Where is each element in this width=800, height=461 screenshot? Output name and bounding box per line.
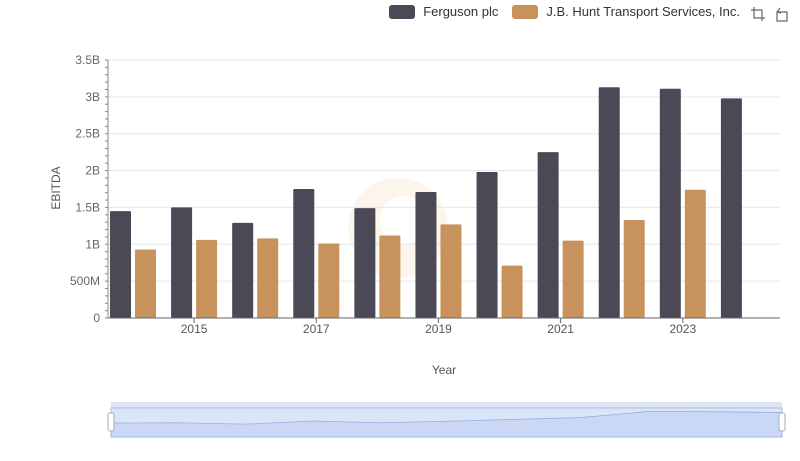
- y-axis-label: EBITDA: [49, 166, 63, 209]
- bar-jbhunt-2014[interactable]: [135, 249, 156, 318]
- bar-jbhunt-2018[interactable]: [379, 235, 401, 318]
- x-axis-label: Year: [432, 363, 456, 377]
- bar-ferguson-2023[interactable]: [659, 88, 681, 319]
- bar-jbhunt-2015[interactable]: [196, 239, 218, 318]
- bar-ferguson-2015[interactable]: [171, 207, 193, 318]
- bar-jbhunt-2021[interactable]: [562, 240, 584, 318]
- y-tick-label: 1.5B: [75, 200, 100, 214]
- x-tick-label: 2017: [303, 322, 330, 336]
- chart-legend: Ferguson plc J.B. Hunt Transport Service…: [389, 4, 740, 19]
- bar-ferguson-2021[interactable]: [537, 152, 559, 318]
- bar-jbhunt-2016[interactable]: [257, 238, 279, 318]
- bar-ferguson-2016[interactable]: [232, 222, 254, 318]
- legend-label-ferguson: Ferguson plc: [423, 4, 499, 19]
- slider-top-bar[interactable]: [111, 402, 782, 408]
- bar-jbhunt-2017[interactable]: [318, 243, 340, 318]
- x-tick-label: 2023: [669, 322, 696, 336]
- restore-icon[interactable]: [774, 6, 790, 22]
- x-tick-label: 2015: [181, 322, 208, 336]
- y-tick-label: 3.5B: [75, 53, 100, 67]
- y-tick-label: 0: [93, 311, 100, 325]
- y-tick-label: 2.5B: [75, 127, 100, 141]
- legend-swatch-ferguson: [389, 4, 416, 19]
- legend-item-ferguson[interactable]: Ferguson plc: [389, 4, 498, 19]
- y-tick-label: 500M: [70, 274, 100, 288]
- bar-ferguson-2024[interactable]: [720, 98, 742, 319]
- x-tick-label: 2021: [547, 322, 574, 336]
- legend-label-jbhunt: J.B. Hunt Transport Services, Inc.: [546, 4, 740, 19]
- slider-preview-area: [110, 411, 783, 438]
- bar-ferguson-2014[interactable]: [110, 211, 131, 318]
- bar-jbhunt-2023[interactable]: [684, 189, 706, 318]
- bar-ferguson-2019[interactable]: [415, 191, 437, 318]
- legend-swatch-jbhunt: [512, 4, 539, 19]
- bar-jbhunt-2020[interactable]: [501, 265, 523, 318]
- bar-ferguson-2020[interactable]: [476, 172, 498, 318]
- slider-handle-left[interactable]: [107, 412, 115, 432]
- bar-jbhunt-2019[interactable]: [440, 224, 462, 318]
- bar-ferguson-2022[interactable]: [598, 87, 620, 318]
- bar-ferguson-2017[interactable]: [293, 189, 315, 318]
- bar-ferguson-2018[interactable]: [354, 208, 376, 318]
- bar-jbhunt-2022[interactable]: [623, 219, 645, 318]
- y-tick-label: 1B: [85, 237, 100, 251]
- data-zoom-slider[interactable]: [107, 402, 786, 438]
- y-tick-label: 3B: [85, 90, 100, 104]
- legend-item-jbhunt[interactable]: J.B. Hunt Transport Services, Inc.: [512, 4, 740, 19]
- x-tick-label: 2019: [425, 322, 452, 336]
- zoom-icon[interactable]: [750, 6, 766, 22]
- y-tick-label: 2B: [85, 164, 100, 178]
- toolbox: [750, 6, 790, 22]
- slider-handle-right[interactable]: [778, 412, 786, 432]
